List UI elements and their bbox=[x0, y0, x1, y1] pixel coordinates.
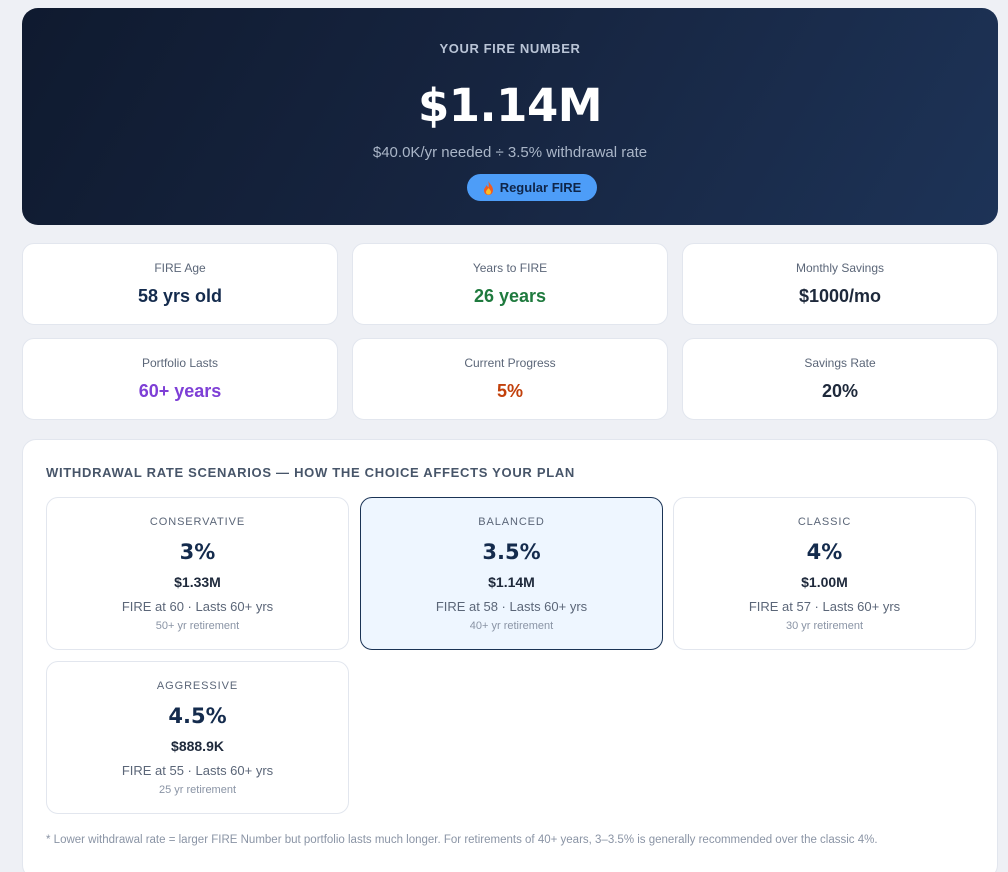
scenario-rate: 3% bbox=[179, 540, 216, 564]
hero-subtitle: $40.0K/yr needed ÷ 3.5% withdrawal rate bbox=[372, 144, 648, 161]
scenario-card-classic[interactable]: CLASSIC 4% $1.00M FIRE at 57 · Lasts 60+… bbox=[673, 497, 976, 650]
fire-number-hero: YOUR FIRE NUMBER $1.14M $40.0K/yr needed… bbox=[22, 8, 998, 225]
stat-card-fire-age: FIRE Age 58 yrs old bbox=[22, 243, 338, 325]
scenario-detail: FIRE at 55 · Lasts 60+ yrs bbox=[121, 763, 274, 778]
scenario-amount: $1.00M bbox=[801, 574, 848, 590]
scenario-name: BALANCED bbox=[478, 516, 545, 528]
scenario-rate: 4.5% bbox=[168, 704, 227, 728]
stat-card-portfolio-lasts: Portfolio Lasts 60+ years bbox=[22, 338, 338, 420]
stat-label: Portfolio Lasts bbox=[141, 356, 219, 370]
stat-value: 58 yrs old bbox=[137, 286, 223, 306]
scenario-amount: $888.9K bbox=[171, 738, 224, 754]
scenario-card-aggressive[interactable]: AGGRESSIVE 4.5% $888.9K FIRE at 55 · Las… bbox=[46, 661, 349, 814]
stat-card-savings-rate: Savings Rate 20% bbox=[682, 338, 998, 420]
scenario-card-conservative[interactable]: CONSERVATIVE 3% $1.33M FIRE at 60 · Last… bbox=[46, 497, 349, 650]
stat-label: FIRE Age bbox=[154, 261, 206, 275]
stat-label: Savings Rate bbox=[804, 356, 876, 370]
stat-card-years-to-fire: Years to FIRE 26 years bbox=[352, 243, 668, 325]
scenario-detail: FIRE at 58 · Lasts 60+ yrs bbox=[435, 599, 588, 614]
fire-type-badge: Regular FIRE bbox=[467, 174, 597, 201]
stat-value: 5% bbox=[496, 381, 523, 401]
scenario-name: CLASSIC bbox=[797, 516, 852, 528]
fire-icon bbox=[483, 180, 493, 195]
scenario-note: 25 yr retirement bbox=[158, 784, 237, 796]
fire-number-value: $1.14M bbox=[417, 79, 603, 132]
withdrawal-scenarios-panel: WITHDRAWAL RATE SCENARIOS — HOW THE CHOI… bbox=[22, 439, 998, 872]
scenario-rate: 3.5% bbox=[482, 540, 541, 564]
hero-label: YOUR FIRE NUMBER bbox=[439, 41, 581, 56]
scenario-detail: FIRE at 57 · Lasts 60+ yrs bbox=[748, 599, 901, 614]
stat-value: 26 years bbox=[473, 286, 547, 306]
scenario-detail: FIRE at 60 · Lasts 60+ yrs bbox=[121, 599, 274, 614]
scenario-amount: $1.33M bbox=[174, 574, 221, 590]
stat-label: Current Progress bbox=[464, 356, 556, 370]
scenario-note: 30 yr retirement bbox=[785, 620, 864, 632]
stat-value: 20% bbox=[821, 381, 859, 401]
stat-card-current-progress: Current Progress 5% bbox=[352, 338, 668, 420]
stat-label: Monthly Savings bbox=[795, 261, 885, 275]
scenario-name: AGGRESSIVE bbox=[156, 680, 239, 692]
stat-card-monthly-savings: Monthly Savings $1000/mo bbox=[682, 243, 998, 325]
stat-value: 60+ years bbox=[138, 381, 222, 401]
scenario-amount: $1.14M bbox=[488, 574, 535, 590]
scenario-note: 50+ yr retirement bbox=[155, 620, 240, 632]
panel-title: WITHDRAWAL RATE SCENARIOS — HOW THE CHOI… bbox=[46, 465, 576, 480]
scenarios-footnote: * Lower withdrawal rate = larger FIRE Nu… bbox=[46, 834, 878, 846]
scenario-card-balanced[interactable]: BALANCED 3.5% $1.14M FIRE at 58 · Lasts … bbox=[360, 497, 663, 650]
scenario-name: CONSERVATIVE bbox=[149, 516, 246, 528]
scenario-rate: 4% bbox=[806, 540, 843, 564]
badge-label: Regular FIRE bbox=[499, 180, 582, 195]
stat-label: Years to FIRE bbox=[472, 261, 548, 275]
stat-value: $1000/mo bbox=[798, 286, 882, 306]
scenario-note: 40+ yr retirement bbox=[469, 620, 554, 632]
